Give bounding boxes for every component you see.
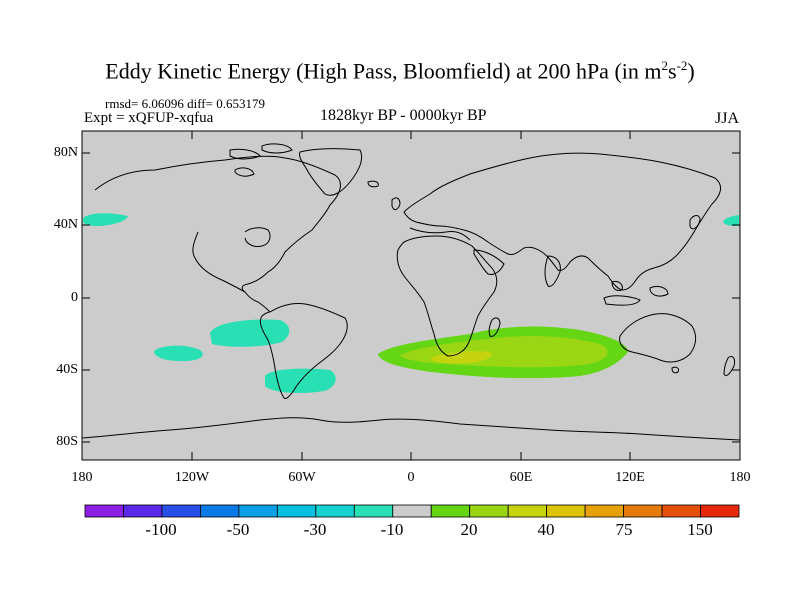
colorbar-swatch: [238, 504, 278, 518]
colorbar-label-minus10: -10: [380, 520, 404, 539]
colorbar-swatch: [315, 504, 355, 518]
madagascar-coast: [488, 317, 501, 337]
period-label: 1828kyr BP - 0000kyr BP: [320, 107, 487, 124]
y-label-80s: 80S: [56, 434, 78, 449]
colorbar-swatch: [623, 504, 663, 518]
y-label-80n: 80N: [53, 145, 78, 160]
colorbar-swatch: [700, 504, 740, 518]
x-label-0: 0: [407, 470, 415, 485]
experiment-label: Expt = xQFUP-xqfua: [84, 110, 214, 126]
colorbar-swatch: [392, 504, 432, 518]
colorbar-swatch: [546, 504, 586, 518]
x-label-120w: 120W: [174, 470, 210, 485]
y-label-40n: 40N: [53, 217, 78, 232]
colorbar-swatch: [200, 504, 240, 518]
colorbar-label-minus30: -30: [303, 520, 327, 539]
antarctica-coast: [81, 417, 741, 441]
colorbar-swatch: [276, 504, 317, 518]
colorbar-swatch: [84, 504, 124, 518]
y-label-0: 0: [71, 290, 78, 305]
x-label-180e: 180: [729, 470, 751, 485]
map-title: Eddy Kinetic Energy (High Pass, Bloomfie…: [105, 58, 695, 84]
north-pacific-positive-east: [723, 215, 739, 226]
x-label-60e: 60E: [509, 470, 533, 485]
x-label-60w: 60W: [288, 470, 316, 485]
south-pacific-anomaly-2: [154, 345, 203, 362]
colorbar-label-minus100: -100: [145, 520, 177, 539]
colorbar-label-minus50: -50: [226, 520, 250, 539]
colorbar-label-20: 20: [460, 520, 478, 539]
colorbar-label-75: 75: [615, 520, 633, 539]
x-label-180w: 180: [71, 470, 93, 485]
australia-coast: [619, 313, 697, 363]
colorbar-swatch: [661, 504, 701, 518]
season-label: JJA: [715, 110, 740, 127]
colorbar-swatch: [353, 504, 394, 518]
africa-coast: [396, 235, 498, 357]
greenland-coast: [299, 148, 363, 196]
colorbar-swatch: [123, 504, 163, 518]
x-label-120e: 120E: [615, 470, 645, 485]
colorbar-swatch: [430, 504, 471, 518]
colorbar-swatch: [507, 504, 548, 518]
rmsd-diff-label: rmsd= 6.06096 diff= 0.653179: [105, 96, 265, 111]
south-pacific-anomaly-1: [210, 319, 290, 347]
axis-ticks: [81, 131, 741, 460]
map-background: [82, 131, 740, 460]
colorbar-label-40: 40: [537, 520, 555, 539]
colorbar-label-150: 150: [687, 520, 713, 539]
colorbar-swatch: [469, 504, 509, 518]
south-america-coast: [259, 303, 348, 399]
y-label-40s: 40S: [56, 362, 78, 377]
north-pacific-positive-west: [83, 213, 128, 226]
colorbar: [84, 504, 740, 518]
colorbar-swatch: [161, 504, 201, 518]
coastlines: [81, 143, 741, 441]
colorbar-swatch: [584, 504, 624, 518]
